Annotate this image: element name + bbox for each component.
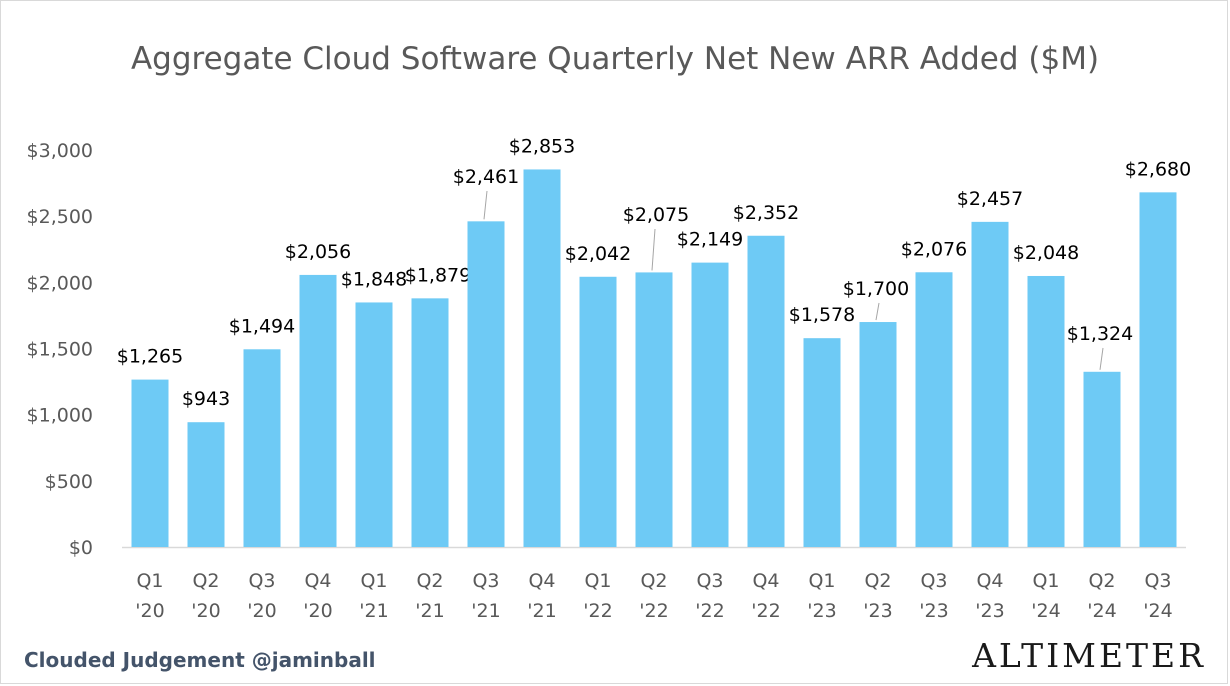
data-label: $2,680 bbox=[1125, 158, 1191, 180]
bar bbox=[859, 322, 897, 547]
x-tick-label: '20 bbox=[135, 600, 164, 622]
data-label-leader bbox=[651, 228, 656, 271]
x-tick-label: '23 bbox=[807, 600, 836, 622]
data-label: $2,853 bbox=[509, 135, 575, 157]
x-tick-label: '22 bbox=[583, 600, 612, 622]
y-tick-label: $1,000 bbox=[27, 405, 93, 427]
y-tick-label: $3,000 bbox=[27, 140, 93, 162]
data-label: $2,076 bbox=[901, 238, 967, 260]
bar bbox=[915, 272, 953, 547]
data-label: $2,048 bbox=[1013, 242, 1079, 264]
x-tick-label: '20 bbox=[247, 600, 276, 622]
x-tick-label: '24 bbox=[1087, 600, 1116, 622]
y-tick-label: $2,500 bbox=[27, 206, 93, 228]
chart-title: Aggregate Cloud Software Quarterly Net N… bbox=[130, 41, 1100, 77]
x-tick-label: Q2 bbox=[864, 570, 891, 592]
x-tick-label: '22 bbox=[751, 600, 780, 622]
bar bbox=[691, 262, 729, 547]
x-tick-label: Q1 bbox=[584, 570, 611, 592]
x-tick-label: '20 bbox=[303, 600, 332, 622]
x-tick-label: Q4 bbox=[304, 570, 331, 592]
data-label: $1,578 bbox=[789, 304, 855, 326]
data-label: $1,879 bbox=[405, 264, 471, 286]
data-label: $2,056 bbox=[285, 241, 351, 263]
data-label: $2,352 bbox=[733, 202, 799, 224]
x-tick-label: Q4 bbox=[752, 570, 779, 592]
bar bbox=[131, 379, 169, 547]
bar bbox=[1139, 192, 1177, 547]
x-tick-label: '22 bbox=[639, 600, 668, 622]
data-label-leader bbox=[875, 302, 880, 321]
x-tick-label: Q1 bbox=[1032, 570, 1059, 592]
bar bbox=[299, 274, 337, 547]
footer-attribution: Clouded Judgement @jaminball bbox=[24, 648, 376, 672]
x-tick-label: Q3 bbox=[248, 570, 275, 592]
x-tick-label: '21 bbox=[471, 600, 500, 622]
x-tick-label: '24 bbox=[1031, 600, 1060, 622]
x-tick-label: '21 bbox=[359, 600, 388, 622]
bar bbox=[1083, 371, 1121, 547]
x-tick-label: Q2 bbox=[416, 570, 443, 592]
data-label: $2,149 bbox=[677, 229, 743, 251]
x-tick-label: '23 bbox=[863, 600, 892, 622]
x-tick-label: '23 bbox=[919, 600, 948, 622]
data-label: $1,848 bbox=[341, 268, 407, 290]
bar bbox=[467, 221, 505, 547]
x-tick-label: Q4 bbox=[976, 570, 1003, 592]
x-tick-label: Q3 bbox=[1144, 570, 1171, 592]
x-tick-label: '20 bbox=[191, 600, 220, 622]
x-tick-label: Q1 bbox=[808, 570, 835, 592]
x-tick-label: '22 bbox=[695, 600, 724, 622]
altimeter-logo: ALTIMETER bbox=[972, 636, 1206, 675]
data-label: $2,461 bbox=[453, 166, 519, 188]
bar bbox=[803, 338, 841, 547]
x-tick-label: '21 bbox=[415, 600, 444, 622]
data-label: $1,700 bbox=[843, 278, 909, 300]
bar bbox=[747, 235, 785, 547]
x-tick-label: Q1 bbox=[360, 570, 387, 592]
x-tick-label: Q2 bbox=[640, 570, 667, 592]
bar bbox=[579, 276, 617, 547]
data-label-leader bbox=[1099, 347, 1104, 370]
bar bbox=[187, 422, 225, 547]
data-label: $1,494 bbox=[229, 315, 295, 337]
y-tick-label: $500 bbox=[45, 471, 93, 493]
data-label: $1,324 bbox=[1067, 323, 1133, 345]
y-tick-label: $0 bbox=[69, 537, 93, 559]
data-label: $943 bbox=[182, 388, 230, 410]
data-label-leader bbox=[483, 190, 488, 220]
x-tick-label: Q2 bbox=[192, 570, 219, 592]
x-tick-label: Q2 bbox=[1088, 570, 1115, 592]
bar bbox=[635, 272, 673, 547]
bar bbox=[411, 298, 449, 547]
y-tick-label: $2,000 bbox=[27, 272, 93, 294]
x-tick-label: Q3 bbox=[472, 570, 499, 592]
bar bbox=[243, 349, 281, 547]
bar bbox=[355, 302, 393, 547]
data-label: $2,457 bbox=[957, 188, 1023, 210]
data-label: $2,075 bbox=[623, 204, 689, 226]
x-tick-label: Q3 bbox=[920, 570, 947, 592]
data-label: $2,042 bbox=[565, 243, 631, 265]
x-tick-label: '24 bbox=[1143, 600, 1172, 622]
bar bbox=[971, 221, 1009, 547]
bar bbox=[1027, 275, 1065, 547]
x-tick-label: '21 bbox=[527, 600, 556, 622]
x-tick-label: Q3 bbox=[696, 570, 723, 592]
x-tick-label: '23 bbox=[975, 600, 1004, 622]
y-tick-label: $1,500 bbox=[27, 339, 93, 361]
bar bbox=[523, 169, 561, 547]
x-tick-label: Q4 bbox=[528, 570, 555, 592]
data-label: $1,265 bbox=[117, 346, 183, 368]
x-tick-label: Q1 bbox=[136, 570, 163, 592]
